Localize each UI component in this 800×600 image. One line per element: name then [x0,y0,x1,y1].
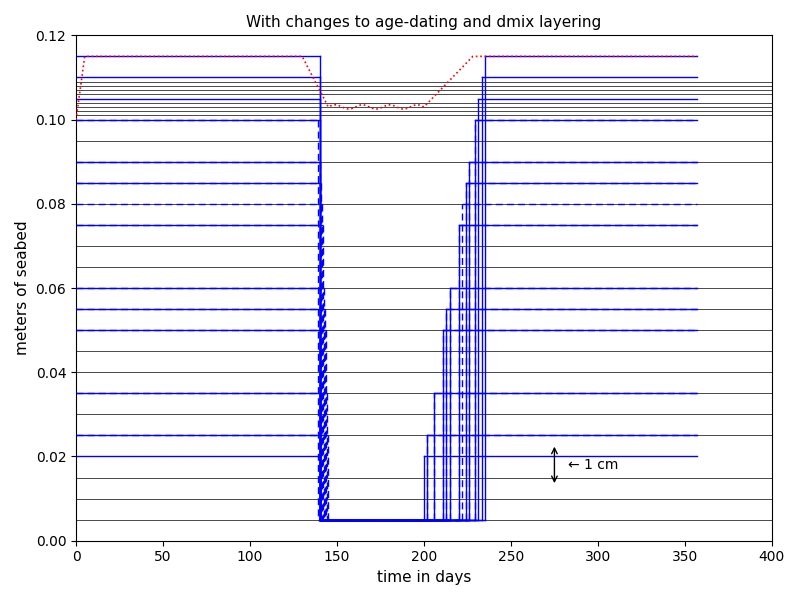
X-axis label: time in days: time in days [377,570,471,585]
Title: With changes to age-dating and dmix layering: With changes to age-dating and dmix laye… [246,15,602,30]
Text: ← 1 cm: ← 1 cm [568,458,618,472]
Y-axis label: meters of seabed: meters of seabed [15,221,30,355]
